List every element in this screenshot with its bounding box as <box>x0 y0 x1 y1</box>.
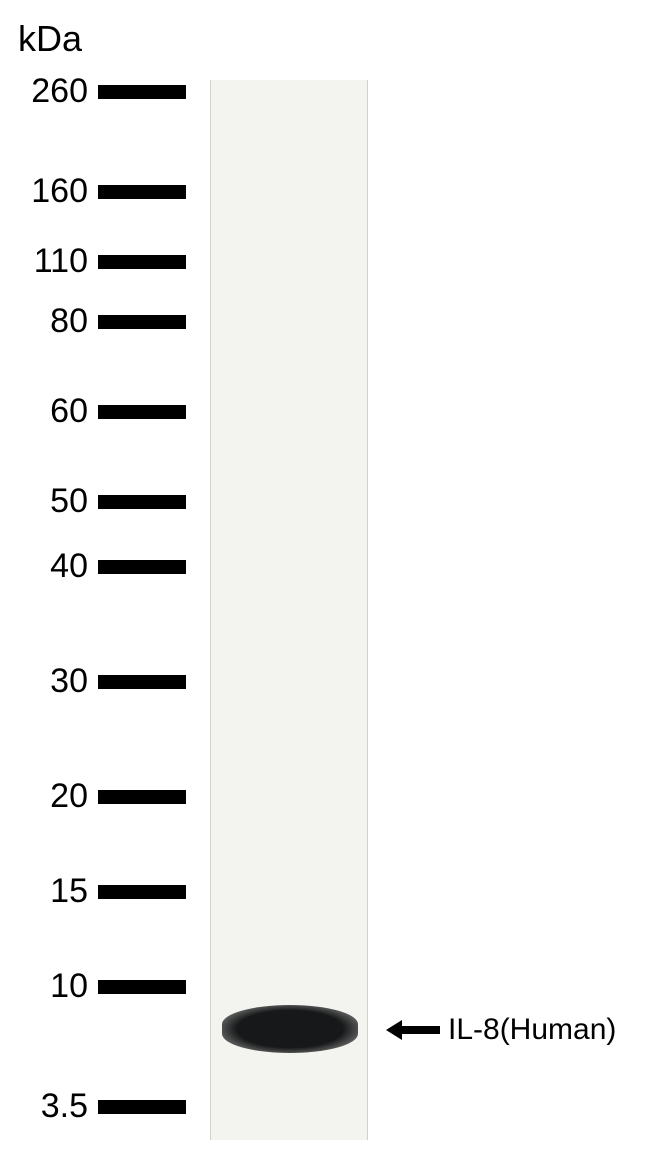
arrow-icon <box>386 1020 440 1040</box>
marker-value: 160 <box>18 172 88 211</box>
marker-row: 60 <box>18 392 186 431</box>
marker-row: 3.5 <box>18 1087 186 1126</box>
marker-row: 260 <box>18 72 186 111</box>
marker-value: 20 <box>18 777 88 816</box>
protein-band <box>222 1005 358 1053</box>
marker-row: 40 <box>18 547 186 586</box>
marker-value: 80 <box>18 302 88 341</box>
marker-tick <box>98 560 186 574</box>
gel-lane <box>210 80 368 1140</box>
marker-tick <box>98 1100 186 1114</box>
blot-figure: kDa 260 160 110 80 60 50 40 30 20 15 10 3.5 IL-8(Hu… <box>0 0 650 1170</box>
marker-tick <box>98 675 186 689</box>
marker-tick <box>98 790 186 804</box>
marker-tick <box>98 185 186 199</box>
units-label: kDa <box>18 18 82 60</box>
marker-row: 50 <box>18 482 186 521</box>
marker-value: 40 <box>18 547 88 586</box>
marker-value: 110 <box>18 242 88 281</box>
marker-value: 260 <box>18 72 88 111</box>
marker-value: 15 <box>18 872 88 911</box>
marker-value: 50 <box>18 482 88 521</box>
marker-row: 20 <box>18 777 186 816</box>
marker-tick <box>98 885 186 899</box>
marker-row: 80 <box>18 302 186 341</box>
marker-value: 10 <box>18 967 88 1006</box>
marker-tick <box>98 980 186 994</box>
marker-row: 110 <box>18 242 186 281</box>
marker-value: 60 <box>18 392 88 431</box>
marker-tick <box>98 315 186 329</box>
band-label: IL-8(Human) <box>448 1013 616 1047</box>
marker-tick <box>98 405 186 419</box>
marker-row: 10 <box>18 967 186 1006</box>
marker-row: 30 <box>18 662 186 701</box>
band-annotation: IL-8(Human) <box>386 1013 616 1047</box>
marker-tick <box>98 255 186 269</box>
marker-row: 160 <box>18 172 186 211</box>
marker-value: 3.5 <box>18 1087 88 1126</box>
marker-row: 15 <box>18 872 186 911</box>
marker-value: 30 <box>18 662 88 701</box>
marker-tick <box>98 85 186 99</box>
marker-tick <box>98 495 186 509</box>
